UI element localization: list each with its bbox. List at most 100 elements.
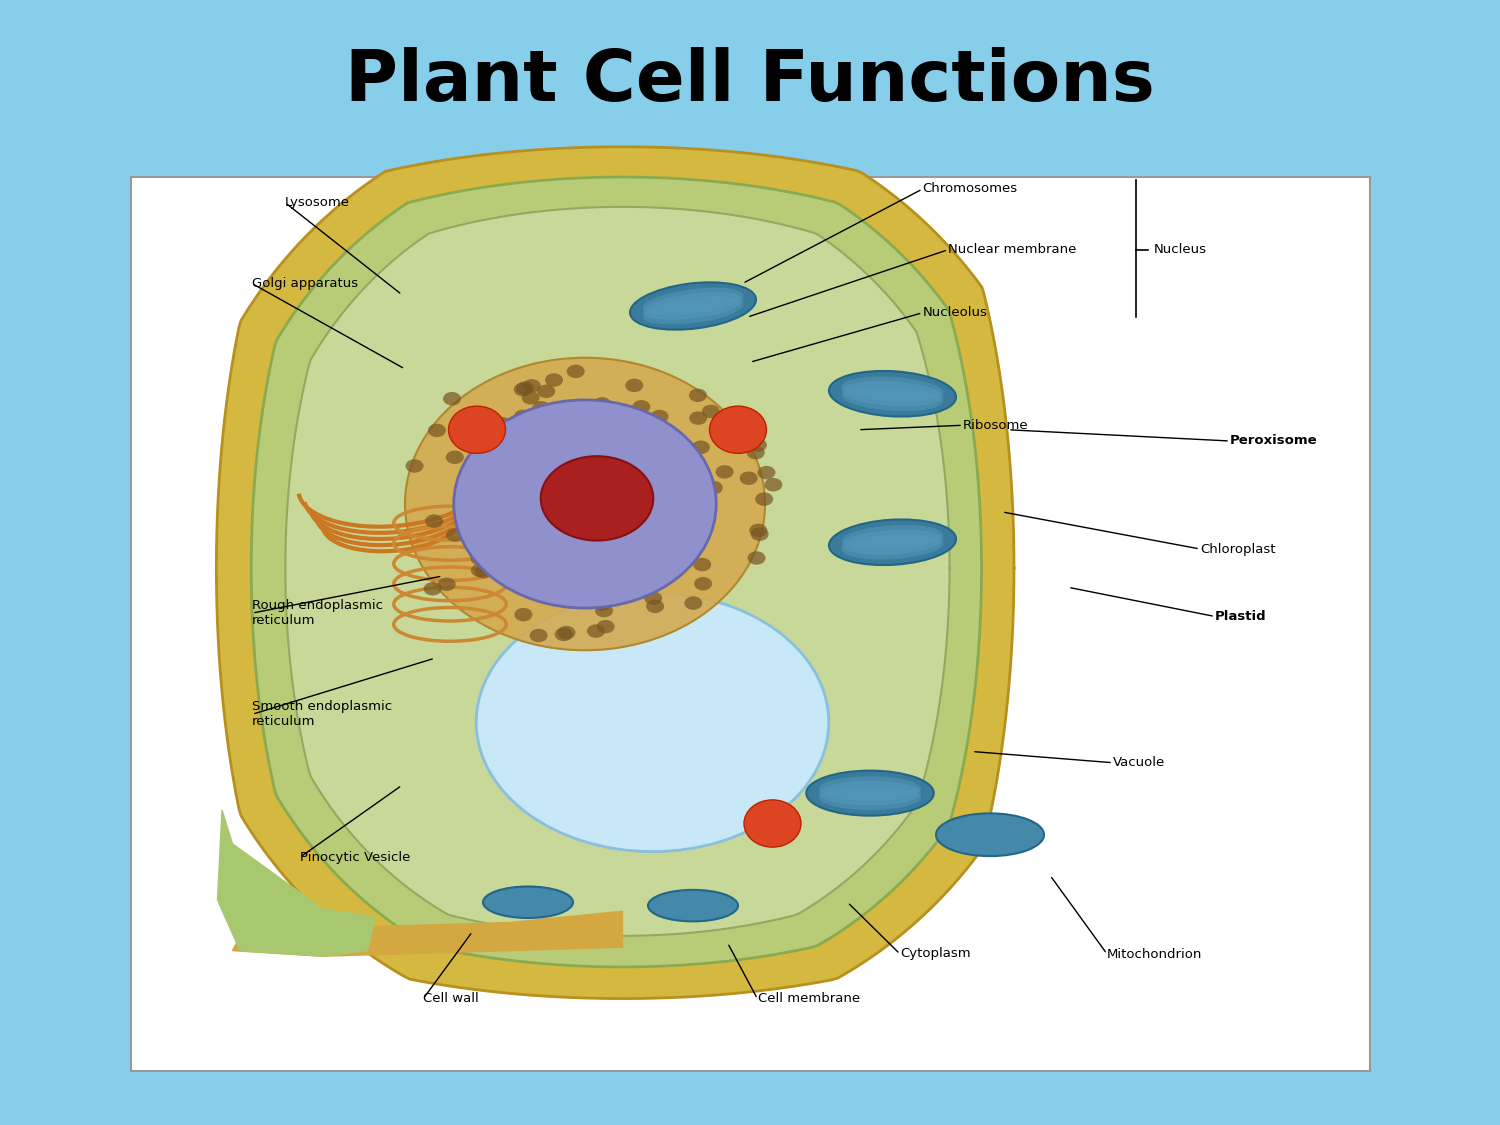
Ellipse shape <box>471 551 489 565</box>
Text: Cytoplasm: Cytoplasm <box>900 947 970 961</box>
Polygon shape <box>217 810 375 956</box>
Ellipse shape <box>750 528 768 541</box>
Text: Vacuole: Vacuole <box>1113 756 1166 770</box>
Ellipse shape <box>438 577 456 591</box>
Ellipse shape <box>754 493 772 506</box>
Ellipse shape <box>537 385 555 398</box>
Ellipse shape <box>842 381 944 406</box>
Ellipse shape <box>702 405 720 418</box>
Ellipse shape <box>597 620 615 633</box>
Ellipse shape <box>688 388 706 402</box>
Ellipse shape <box>693 558 711 572</box>
Ellipse shape <box>747 551 765 565</box>
Ellipse shape <box>842 525 944 550</box>
Ellipse shape <box>936 813 1044 856</box>
Ellipse shape <box>842 530 944 555</box>
Ellipse shape <box>684 596 702 610</box>
Text: Smooth endoplasmic
reticulum: Smooth endoplasmic reticulum <box>252 701 392 728</box>
Ellipse shape <box>626 379 644 393</box>
Text: Peroxisome: Peroxisome <box>1230 434 1317 448</box>
Ellipse shape <box>747 430 765 443</box>
Text: Lysosome: Lysosome <box>285 196 350 209</box>
Ellipse shape <box>532 400 550 414</box>
Text: Nuclear membrane: Nuclear membrane <box>948 243 1077 256</box>
Ellipse shape <box>842 386 944 411</box>
Ellipse shape <box>544 374 562 387</box>
Ellipse shape <box>748 439 766 452</box>
Ellipse shape <box>567 364 585 378</box>
Ellipse shape <box>716 465 734 478</box>
Text: Nucleus: Nucleus <box>1154 243 1206 256</box>
Text: Chromosomes: Chromosomes <box>922 182 1017 196</box>
Polygon shape <box>232 911 622 956</box>
Text: Chloroplast: Chloroplast <box>1200 542 1275 556</box>
Ellipse shape <box>806 771 933 816</box>
Ellipse shape <box>446 528 464 541</box>
Ellipse shape <box>514 410 532 423</box>
Ellipse shape <box>688 412 706 425</box>
Polygon shape <box>216 146 1014 999</box>
Ellipse shape <box>633 400 651 414</box>
Ellipse shape <box>642 288 744 315</box>
Ellipse shape <box>522 392 540 405</box>
Ellipse shape <box>483 886 573 918</box>
Ellipse shape <box>819 776 921 801</box>
Ellipse shape <box>424 514 442 528</box>
Ellipse shape <box>750 523 768 537</box>
Ellipse shape <box>692 441 709 454</box>
Text: Cell membrane: Cell membrane <box>758 992 859 1006</box>
Ellipse shape <box>453 399 717 608</box>
Ellipse shape <box>842 534 944 559</box>
Ellipse shape <box>644 592 662 605</box>
Ellipse shape <box>592 397 610 411</box>
Ellipse shape <box>747 446 765 459</box>
Ellipse shape <box>740 471 758 485</box>
Ellipse shape <box>514 608 532 621</box>
Ellipse shape <box>446 450 464 463</box>
Ellipse shape <box>448 406 506 453</box>
Ellipse shape <box>423 582 441 595</box>
Ellipse shape <box>477 593 828 852</box>
Ellipse shape <box>530 629 548 642</box>
Ellipse shape <box>830 520 956 565</box>
Ellipse shape <box>765 478 783 492</box>
Text: Rough endoplasmic
reticulum: Rough endoplasmic reticulum <box>252 600 382 627</box>
Ellipse shape <box>642 292 744 319</box>
Ellipse shape <box>630 282 756 330</box>
Ellipse shape <box>842 377 944 402</box>
Ellipse shape <box>758 466 776 479</box>
Text: Golgi apparatus: Golgi apparatus <box>252 277 358 290</box>
Text: Ribosome: Ribosome <box>963 418 1029 432</box>
Ellipse shape <box>592 597 610 611</box>
Ellipse shape <box>646 600 664 613</box>
Ellipse shape <box>710 406 766 453</box>
Ellipse shape <box>427 424 445 438</box>
Text: Plastid: Plastid <box>1215 610 1266 623</box>
Ellipse shape <box>651 410 669 423</box>
Polygon shape <box>285 207 950 936</box>
Ellipse shape <box>524 379 542 393</box>
Ellipse shape <box>514 382 532 396</box>
Text: Mitochondrion: Mitochondrion <box>1107 947 1203 961</box>
Ellipse shape <box>830 371 956 416</box>
Polygon shape <box>405 358 765 650</box>
Ellipse shape <box>516 381 534 395</box>
Polygon shape <box>251 177 981 966</box>
Ellipse shape <box>558 626 576 639</box>
Ellipse shape <box>648 890 738 921</box>
Ellipse shape <box>468 425 486 439</box>
Ellipse shape <box>819 785 921 810</box>
Text: Nucleolus: Nucleolus <box>922 306 987 319</box>
Ellipse shape <box>586 624 604 638</box>
Ellipse shape <box>642 297 744 324</box>
Text: Pinocytic Vesicle: Pinocytic Vesicle <box>300 850 411 864</box>
Ellipse shape <box>540 456 654 540</box>
Ellipse shape <box>442 392 460 405</box>
Ellipse shape <box>471 564 489 577</box>
Ellipse shape <box>596 604 613 618</box>
Bar <box>130 177 1370 1071</box>
Ellipse shape <box>694 577 712 591</box>
Ellipse shape <box>476 565 494 578</box>
Ellipse shape <box>555 628 573 641</box>
Ellipse shape <box>405 459 423 472</box>
